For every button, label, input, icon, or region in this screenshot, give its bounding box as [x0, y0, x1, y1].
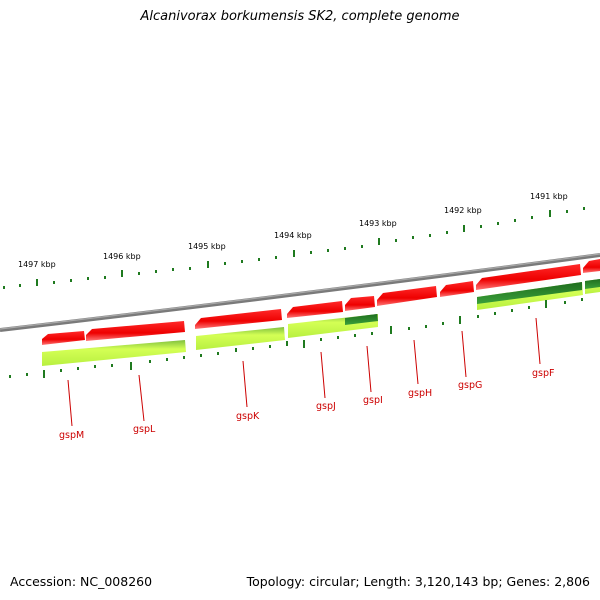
gene-arrow-next[interactable]: [583, 259, 600, 273]
kbp-label-1495: 1495 kbp: [188, 242, 226, 251]
gene-label-gspI[interactable]: gspI: [363, 395, 383, 406]
label-leaders: [67, 317, 541, 427]
kbp-label-1494: 1494 kbp: [274, 231, 312, 240]
gene-arrow-gspL[interactable]: [86, 321, 185, 341]
kbp-label-1497: 1497 kbp: [18, 260, 56, 269]
gene-labels: gspM gspL gspK gspJ gspI gspH gspG gspF: [59, 368, 554, 441]
gene-label-gspG[interactable]: gspG: [458, 380, 482, 391]
gene-arrow-gspG[interactable]: [440, 281, 474, 297]
orf-bar-3-dark: [345, 314, 378, 325]
orf-bar-1: [42, 340, 186, 366]
upper-ruler-minor-ticks: [3, 207, 585, 289]
lower-ruler: [9, 298, 583, 378]
gene-arrow-gspK[interactable]: [195, 309, 282, 329]
kbp-label-1496: 1496 kbp: [103, 252, 141, 261]
gene-arrow-gspF[interactable]: [476, 264, 581, 290]
genome-backbone: [0, 253, 600, 332]
orf-bar-4-dark: [477, 282, 582, 304]
gene-label-gspF[interactable]: gspF: [532, 368, 554, 379]
gene-label-gspL[interactable]: gspL: [133, 424, 156, 435]
gene-arrow-gspJ[interactable]: [287, 301, 343, 318]
orf-track: [42, 279, 600, 366]
orf-bar-2: [196, 327, 285, 350]
gene-label-gspK[interactable]: gspK: [236, 411, 260, 422]
accession-text: Accession: NC_008260: [10, 574, 153, 589]
orf-bar-5-dark: [585, 279, 600, 289]
map-title: Alcanivorax borkumensis SK2, complete ge…: [140, 9, 460, 24]
gene-arrow-gspM[interactable]: [42, 331, 85, 345]
upper-ruler: 1497 kbp 1496 kbp 1495 kbp 1494 kbp 1493…: [3, 192, 585, 289]
gene-label-gspM[interactable]: gspM: [59, 430, 84, 441]
gene-label-gspJ[interactable]: gspJ: [316, 401, 336, 412]
kbp-label-1491: 1491 kbp: [530, 192, 568, 201]
backbone-highlight: [0, 253, 600, 330]
kbp-label-1492: 1492 kbp: [444, 206, 482, 215]
gene-arrow-gspH[interactable]: [377, 286, 437, 306]
gene-arrow-gspI[interactable]: [345, 296, 375, 311]
topology-text: Topology: circular; Length: 3,120,143 bp…: [246, 574, 590, 589]
gene-label-gspH[interactable]: gspH: [408, 388, 432, 399]
upper-ruler-major-ticks: [36, 210, 551, 286]
gene-track: [42, 259, 600, 345]
kbp-label-1493: 1493 kbp: [359, 219, 397, 228]
